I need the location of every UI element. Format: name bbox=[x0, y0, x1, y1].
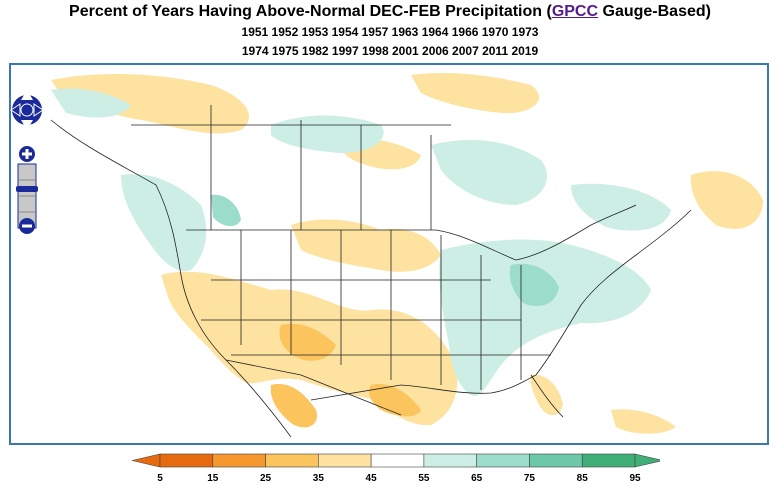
us-canada-border bbox=[186, 204, 637, 261]
dry-region-mexico bbox=[270, 384, 317, 428]
legend-swatch bbox=[370, 453, 425, 468]
legend-swatch bbox=[423, 453, 477, 468]
wet-region-pacific-nw bbox=[121, 174, 207, 271]
dry-region-caribbean bbox=[611, 409, 676, 434]
legend-tick-label: 95 bbox=[629, 473, 641, 484]
dry-region-florida bbox=[530, 374, 563, 416]
above-normal-regions bbox=[51, 88, 671, 396]
legend-arrow-low bbox=[131, 453, 161, 468]
zoom-out-button[interactable] bbox=[19, 218, 35, 234]
legend-tick-label: 85 bbox=[577, 473, 589, 484]
below-normal-regions bbox=[51, 73, 763, 434]
wet-region-pnw-core bbox=[211, 194, 241, 227]
years-line-2: 1974 1975 1982 1997 1998 2001 2006 2007 … bbox=[241, 44, 539, 58]
legend-labels: 5 15 25 35 45 55 65 75 85 95 bbox=[157, 473, 641, 484]
dry-region-plains bbox=[291, 219, 441, 272]
wet-region-canada-north bbox=[271, 115, 384, 153]
map-title: Percent of Years Having Above-Normal DEC… bbox=[0, 2, 780, 22]
wet-region-great-lakes bbox=[439, 239, 651, 396]
map-navigation bbox=[10, 90, 44, 234]
legend-arrow-high bbox=[634, 453, 660, 468]
legend-swatch bbox=[159, 453, 214, 468]
legend-swatch bbox=[212, 453, 266, 468]
gulf-coastline bbox=[310, 374, 537, 401]
legend-tick-label: 35 bbox=[313, 473, 325, 484]
dry-region-nunavut bbox=[411, 73, 540, 114]
political-boundaries bbox=[50, 105, 692, 438]
pacific-coastline bbox=[50, 119, 292, 438]
legend-swatch bbox=[476, 453, 530, 468]
florida-peninsula bbox=[530, 374, 564, 418]
gpcc-link[interactable]: GPCC bbox=[551, 3, 599, 20]
legend-tick-label: 5 bbox=[157, 473, 163, 484]
wet-region-alaska-north bbox=[51, 88, 131, 118]
legend-swatch bbox=[318, 453, 372, 468]
dry-region-alaska bbox=[51, 73, 250, 134]
title-prefix: Percent of Years Having Above-Normal DEC… bbox=[69, 3, 552, 20]
zoom-in-button[interactable] bbox=[19, 146, 35, 162]
wet-region-hudson bbox=[431, 140, 547, 205]
zoom-slider-handle bbox=[16, 186, 38, 192]
years-line-1: 1951 1952 1953 1954 1957 1963 1964 1966 … bbox=[241, 25, 539, 39]
wet-region-quebec bbox=[571, 183, 671, 231]
pan-arrows-icon[interactable] bbox=[10, 90, 44, 130]
zoom-slider[interactable] bbox=[16, 163, 38, 229]
legend-tick-label: 45 bbox=[366, 473, 378, 484]
dry-region-southwest-core bbox=[279, 323, 336, 361]
map-viewport[interactable] bbox=[9, 63, 769, 445]
legend-tick-label: 55 bbox=[418, 473, 430, 484]
legend-swatch bbox=[265, 453, 319, 468]
mexico-border bbox=[225, 359, 402, 416]
dry-region-texas bbox=[369, 384, 421, 417]
title-suffix: Gauge-Based) bbox=[598, 3, 711, 20]
legend-tick-label: 75 bbox=[524, 473, 536, 484]
east-coastline bbox=[535, 209, 692, 376]
legend-tick-label: 25 bbox=[260, 473, 272, 484]
legend-tick-label: 65 bbox=[471, 473, 483, 484]
legend-bar bbox=[131, 453, 660, 468]
color-legend: 5 15 25 35 45 55 65 75 85 95 bbox=[131, 453, 660, 484]
legend-tick-label: 15 bbox=[207, 473, 219, 484]
precipitation-map bbox=[50, 73, 763, 438]
legend-swatch bbox=[529, 453, 583, 468]
dry-region-labrador bbox=[690, 171, 763, 229]
wet-region-northeast bbox=[509, 263, 559, 307]
legend-swatch bbox=[581, 453, 636, 468]
